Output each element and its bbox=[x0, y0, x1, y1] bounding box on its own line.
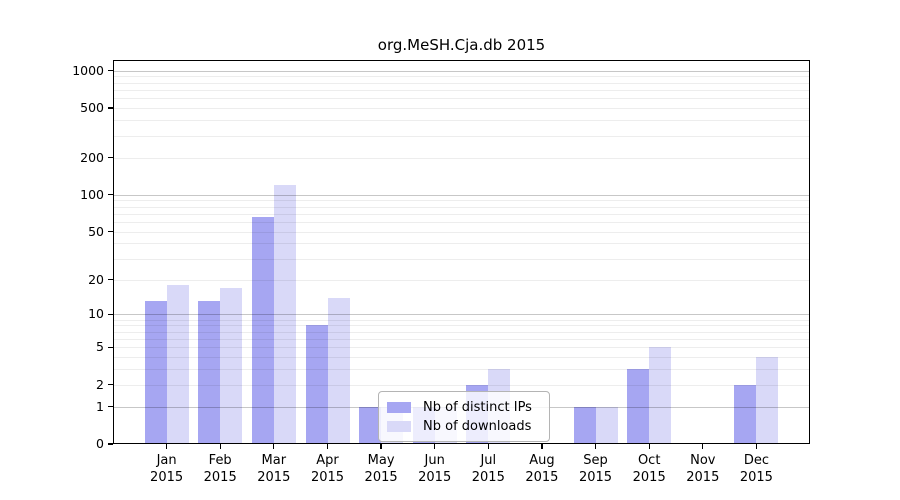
y-tick-label-1: 1 bbox=[96, 398, 104, 414]
bar-downloads-jan bbox=[166, 284, 189, 444]
legend-item-distinct-ips: Nb of distinct IPs bbox=[379, 398, 549, 416]
bars-layer bbox=[113, 60, 810, 444]
x-tick-label-nov: Nov 2015 bbox=[686, 453, 720, 485]
y-tick-label-1000: 1000 bbox=[72, 62, 104, 78]
bar-downloads-feb bbox=[220, 287, 243, 444]
x-tick-mark-may bbox=[380, 444, 382, 449]
legend-label-distinct-ips: Nb of distinct IPs bbox=[423, 399, 532, 415]
legend-item-downloads: Nb of downloads bbox=[379, 417, 549, 435]
x-tick-label-mar: Mar 2015 bbox=[257, 453, 291, 485]
y-tick-mark-1 bbox=[108, 405, 113, 408]
bar-ips-feb bbox=[198, 301, 221, 444]
bar-ips-dec bbox=[734, 384, 757, 444]
plot-area: Nb of distinct IPs Nb of downloads bbox=[113, 60, 810, 444]
bar-downloads-sep bbox=[595, 406, 618, 444]
x-tick-label-jun: Jun 2015 bbox=[418, 453, 452, 485]
x-tick-label-apr: Apr 2015 bbox=[310, 453, 345, 485]
x-tick-label-oct: Oct 2015 bbox=[632, 453, 666, 485]
x-tick-mark-dec bbox=[755, 444, 758, 449]
x-tick-mark-jun bbox=[434, 444, 436, 449]
y-tick-label-500: 500 bbox=[80, 100, 104, 116]
bar-ips-sep bbox=[573, 406, 596, 444]
bar-ips-may bbox=[359, 406, 382, 444]
y-tick-mark-50 bbox=[108, 230, 113, 233]
bar-ips-apr bbox=[305, 325, 328, 444]
bar-ips-mar bbox=[251, 216, 274, 444]
y-tick-label-200: 200 bbox=[80, 149, 104, 165]
x-tick-mark-aug bbox=[541, 444, 543, 449]
y-tick-mark-1000 bbox=[108, 70, 113, 72]
legend-label-downloads: Nb of downloads bbox=[423, 418, 532, 434]
bar-downloads-mar bbox=[273, 185, 296, 444]
x-tick-mark-mar bbox=[273, 444, 275, 449]
y-tick-mark-0 bbox=[108, 443, 113, 445]
x-tick-label-sep: Sep 2015 bbox=[578, 453, 613, 485]
x-tick-label-aug: Aug 2015 bbox=[525, 453, 559, 485]
chart-title: org.MeSH.Cja.db 2015 bbox=[377, 36, 546, 54]
y-tick-label-5: 5 bbox=[96, 339, 104, 355]
y-tick-mark-100 bbox=[108, 194, 113, 196]
y-tick-label-0: 0 bbox=[96, 436, 104, 451]
x-tick-mark-oct bbox=[648, 444, 650, 449]
legend-swatch-distinct-ips bbox=[387, 401, 411, 413]
x-tick-mark-feb bbox=[219, 444, 221, 449]
x-tick-label-feb: Feb 2015 bbox=[203, 453, 237, 485]
x-tick-mark-jan bbox=[165, 444, 168, 449]
legend: Nb of distinct IPs Nb of downloads bbox=[378, 391, 550, 442]
y-tick-label-50: 50 bbox=[88, 223, 104, 239]
y-tick-mark-500 bbox=[108, 107, 113, 109]
x-tick-label-may: May 2015 bbox=[364, 453, 398, 485]
x-tick-label-jan: Jan 2015 bbox=[150, 453, 184, 485]
x-tick-mark-sep bbox=[594, 444, 597, 449]
x-tick-label-jul: Jul 2015 bbox=[471, 453, 505, 485]
y-tick-label-100: 100 bbox=[80, 186, 104, 202]
y-tick-label-2: 2 bbox=[96, 376, 104, 392]
y-tick-mark-5 bbox=[108, 346, 113, 348]
y-tick-mark-200 bbox=[108, 156, 113, 159]
y-tick-mark-20 bbox=[108, 278, 113, 281]
y-tick-mark-10 bbox=[108, 313, 113, 316]
y-tick-mark-2 bbox=[108, 383, 113, 386]
x-tick-mark-nov bbox=[702, 444, 704, 449]
y-tick-label-10: 10 bbox=[88, 306, 104, 322]
legend-swatch-downloads bbox=[387, 420, 411, 432]
bar-downloads-oct bbox=[649, 347, 672, 444]
x-tick-mark-jul bbox=[487, 444, 489, 449]
x-tick-label-dec: Dec 2015 bbox=[739, 453, 773, 485]
bar-ips-jan bbox=[144, 301, 167, 444]
bar-ips-oct bbox=[627, 369, 650, 444]
y-tick-label-20: 20 bbox=[88, 271, 104, 287]
bar-downloads-apr bbox=[327, 297, 350, 444]
bar-downloads-dec bbox=[756, 357, 779, 444]
x-tick-mark-apr bbox=[326, 444, 329, 449]
